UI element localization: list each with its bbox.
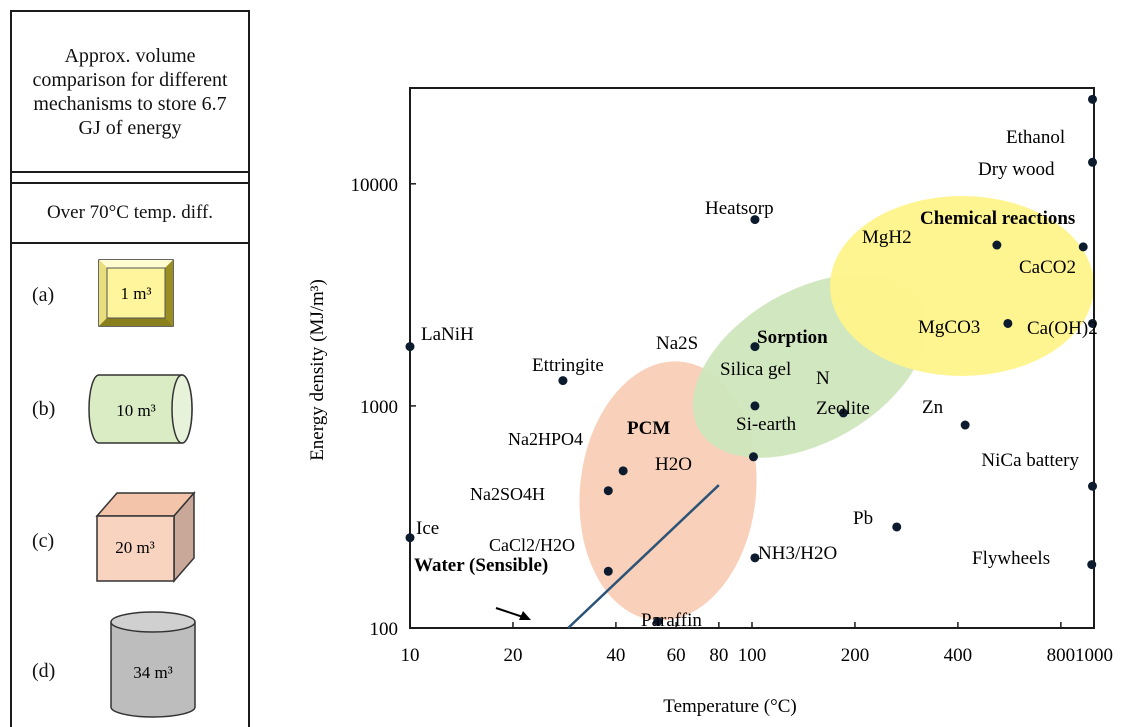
cube-c-icon: 20 m³ — [95, 490, 196, 584]
label-caco2: CaCO2 — [1019, 257, 1076, 278]
region-labels: PCM Sorption Chemical reactions Water (S… — [414, 208, 1075, 576]
point-ethanol — [1088, 94, 1098, 104]
panel-divider — [12, 171, 248, 182]
x-tick-label: 200 — [841, 645, 870, 666]
point-lanih — [405, 342, 415, 352]
x-axis-title: Temperature (°C) — [663, 696, 796, 717]
label-na2hpo4: Na2HPO4 — [508, 429, 583, 449]
item-b-label: (b) — [32, 398, 56, 420]
cylinder-b-volume: 10 m³ — [116, 401, 156, 420]
label-flywheels: Flywheels — [972, 548, 1050, 569]
label-pcm: PCM — [627, 418, 670, 439]
label-nh3: NH3/H2O — [758, 543, 837, 564]
point-heatsorp — [750, 215, 760, 225]
y-tick-label: 100 — [370, 619, 399, 640]
y-tick-label: 10000 — [351, 175, 399, 196]
x-tick-label: 20 — [503, 645, 522, 666]
label-water-sensible: Water (Sensible) — [414, 555, 548, 576]
cube-c-volume: 20 m³ — [115, 538, 155, 557]
panel-title: Approx. volume comparison for different … — [32, 45, 228, 139]
label-si-earth: Si-earth — [736, 414, 797, 435]
point-zeolite — [838, 408, 848, 418]
panel-subtitle: Over 70°C temp. diff. — [12, 182, 248, 244]
point-mgh2 — [992, 240, 1002, 250]
x-tick-label: 80 — [709, 645, 728, 666]
point-silica-gel — [750, 401, 760, 411]
point-mgco3 — [1003, 318, 1013, 328]
label-sorption: Sorption — [757, 327, 828, 348]
x-tick-label: 100 — [738, 645, 767, 666]
point-ettringite — [558, 376, 568, 386]
x-tick-label: 10 — [401, 645, 420, 666]
box-a-icon: 1 m³ — [98, 259, 174, 327]
label-paraffin: Paraffin — [641, 610, 702, 631]
cylinder-d-icon: 34 m³ — [110, 611, 196, 718]
label-silica-gel: Silica gel — [720, 359, 791, 380]
point-na2so4h — [603, 486, 613, 496]
point-dry-wood — [1088, 157, 1098, 167]
label-pb: Pb — [853, 508, 873, 529]
point-nica-battery — [1088, 481, 1098, 491]
label-cacl2: CaCl2/H2O — [489, 535, 575, 555]
point-nh3-h2o — [750, 553, 760, 563]
y-tick-label: 1000 — [360, 397, 398, 418]
data-points — [405, 94, 1098, 626]
point-si-earth — [748, 452, 758, 462]
label-dry-wood: Dry wood — [978, 159, 1055, 180]
x-tick-label: 400 — [944, 645, 973, 666]
label-zn: Zn — [922, 397, 944, 418]
point-cacl2-h2o — [603, 566, 613, 576]
item-d-label: (d) — [32, 660, 56, 682]
point-paraffin — [653, 616, 663, 626]
point-ice — [405, 533, 415, 543]
x-tick-label: 60 — [667, 645, 686, 666]
label-nica: NiCa battery — [981, 450, 1079, 471]
water-sensible-line — [567, 484, 720, 629]
label-ice: Ice — [416, 518, 439, 539]
box-a-volume: 1 m³ — [120, 284, 151, 303]
label-zeolite: Zeolite — [816, 398, 870, 419]
label-h2o: H2O — [655, 454, 692, 475]
label-chemical: Chemical reactions — [920, 208, 1075, 229]
sensible-arrow-icon — [495, 607, 531, 620]
label-n: N — [816, 368, 830, 389]
point-caco2 — [1078, 242, 1088, 252]
x-tick-label: 1000 — [1075, 645, 1113, 666]
item-a-label: (a) — [32, 284, 55, 306]
label-heatsorp: Heatsorp — [705, 198, 774, 219]
label-lanih: LaNiH — [421, 324, 474, 345]
y-axis-title: Energy density (MJ/m³) — [307, 279, 328, 461]
volume-shapes: 1 m³ 10 m³ 20 m³ 34 m³ — [88, 259, 196, 718]
point-na2s — [750, 342, 760, 352]
volume-comparison-panel: Approx. volume comparison for different … — [10, 10, 250, 727]
cylinder-b-icon: 10 m³ — [88, 374, 193, 444]
x-tick-label: 40 — [606, 645, 625, 666]
axis-ticks — [409, 183, 1095, 629]
x-tick-label: 800 — [1047, 645, 1076, 666]
chemical-reactions-region — [830, 196, 1094, 376]
label-ettringite: Ettringite — [532, 355, 604, 376]
point-na2hpo4 — [618, 466, 628, 476]
point-ca-oh-2 — [1088, 318, 1098, 328]
label-na2s: Na2S — [656, 333, 698, 354]
label-mgco3: MgCO3 — [918, 317, 980, 338]
label-caoh2: Ca(OH)2 — [1027, 318, 1098, 339]
point-labels: LaNiH Ice Ettringite Na2HPO4 Na2SO4H CaC… — [416, 127, 1098, 631]
label-na2so4h: Na2SO4H — [470, 484, 545, 504]
point-zn — [960, 420, 970, 430]
point-pb — [892, 522, 902, 532]
label-ethanol: Ethanol — [1006, 127, 1065, 148]
cylinder-d-volume: 34 m³ — [133, 663, 173, 682]
item-c-label: (c) — [32, 530, 55, 552]
label-mgh2: MgH2 — [862, 227, 912, 248]
point-flywheels — [1087, 560, 1097, 570]
